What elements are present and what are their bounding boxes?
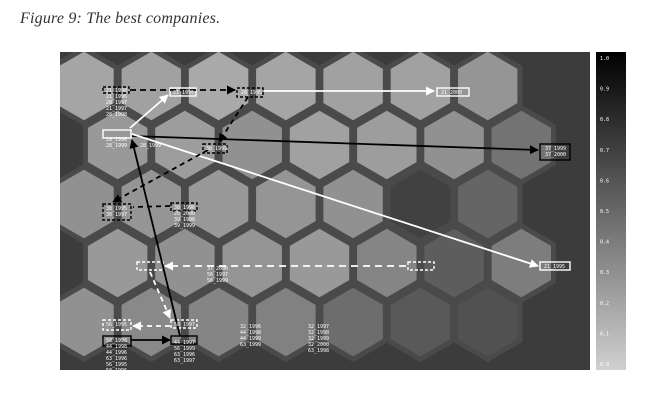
- node-boxes: [102, 86, 571, 347]
- node-label: 38_1999: [206, 146, 227, 152]
- hex-cell: [352, 222, 422, 304]
- node-label-group: 37_1999 37_2000: [545, 146, 569, 158]
- arrow-black-long: [131, 135, 539, 155]
- hex-cell: [183, 52, 254, 127]
- node-box-21-1995-right: [539, 261, 571, 271]
- node-box-28-1995: [236, 87, 264, 98]
- node-box-38-1995: [102, 203, 132, 221]
- node-label-group: 38_1996 28_2000 39_1998 39_1999: [174, 205, 198, 229]
- scale-label: 0.6: [600, 178, 609, 184]
- node-label-group: 32_1996 44_1998 44_1999 63_1999: [240, 324, 264, 348]
- node-box-28-1998: [102, 129, 132, 139]
- node-label-group: 37_2000 56_1997 56_1999: [207, 266, 231, 284]
- node-box-21-1998: [102, 86, 130, 94]
- hex-cell: [486, 104, 556, 186]
- hex-cell: [486, 222, 556, 304]
- node-label: 21_1995: [544, 264, 565, 270]
- node-label-group: 28_1996 28_1999 28_1999: [106, 137, 164, 149]
- hex-cell: [82, 104, 153, 186]
- hex-cell: [453, 281, 523, 363]
- hex-cell: [284, 222, 355, 304]
- scale-label: 0.9: [600, 87, 609, 93]
- hex-cell: [251, 52, 321, 127]
- scale-label: 0.8: [600, 117, 609, 123]
- hex-grid: [60, 52, 556, 363]
- hex-cell: [284, 104, 355, 186]
- hex-cell: [318, 163, 388, 245]
- scale-label: 0.5: [600, 209, 609, 215]
- node-box-21-1995-top: [169, 87, 197, 97]
- node-label-group: 56_1995 58_1998 44_1998 44_1996 63_1996 …: [106, 322, 130, 374]
- node-label: 21_2000: [441, 90, 462, 96]
- hex-cell: [453, 52, 523, 127]
- hex-cell: [419, 104, 489, 186]
- hex-cell: [60, 281, 119, 363]
- hex-cell: [217, 222, 287, 304]
- scale-label: 1.0: [600, 56, 609, 62]
- scale-label: 0.2: [600, 301, 609, 307]
- scale-label: 0.4: [600, 240, 609, 246]
- hex-cell: [82, 222, 153, 304]
- hex-cell: [385, 52, 456, 127]
- scale-label: 0.7: [600, 148, 609, 154]
- hex-cell: [251, 163, 321, 245]
- node-label-group: 21_1998 21_1996 28_1997 21_1997 28_1998: [106, 88, 130, 118]
- node-box-38-1996: [170, 202, 198, 212]
- hex-cell: [116, 163, 186, 245]
- hex-cell: [217, 104, 287, 186]
- trajectories: [112, 85, 539, 345]
- hex-cell: [318, 281, 388, 363]
- hex-cell: [183, 281, 254, 363]
- hex-cell: [60, 163, 119, 245]
- node-box-56-1995-black: [102, 335, 132, 347]
- node-label-group: 58_1997 44_1997 56_1999 63_1996 63_1997: [174, 322, 198, 364]
- node-label-group: 32_1997 32_1998 32_1999 32_2000 63_1998: [308, 324, 332, 354]
- node-box-21-2000: [436, 87, 470, 97]
- node-box-38-1999: [202, 143, 228, 154]
- node-box-58-1998: [170, 335, 198, 345]
- arrow-black-dash-down: [112, 149, 209, 203]
- hex-cell: [385, 281, 456, 363]
- hex-cell: [150, 104, 220, 186]
- node-box-37-1999: [539, 143, 571, 161]
- scale-label: 0.0: [600, 362, 609, 368]
- arrow-black-dash-mid: [132, 205, 171, 208]
- scale-label: 0.3: [600, 270, 609, 276]
- hex-cell: [183, 163, 254, 245]
- hex-cell: [318, 52, 388, 127]
- hex-cell: [453, 163, 523, 245]
- node-label-group: 38_1995 30_1997: [106, 206, 130, 218]
- color-scale-bar: [596, 52, 626, 370]
- arrow-black-up: [129, 139, 181, 337]
- node-box-38-1995-right: [407, 261, 435, 271]
- hex-cell: [60, 52, 119, 127]
- node-labels: 21_1998 21_1996 28_1997 21_1997 28_1998 …: [106, 88, 569, 374]
- scale-label: 0.1: [600, 331, 609, 337]
- node-box-56-1995: [102, 319, 132, 331]
- figure-caption: Figure 9: The best companies.: [20, 10, 221, 27]
- node-box-58-1997: [170, 319, 198, 329]
- hex-cell: [251, 281, 321, 363]
- arrow-white-long: [131, 133, 539, 268]
- node-label: 21_1995: [173, 90, 194, 96]
- node-label: 28_1995: [241, 90, 262, 96]
- hex-cell: [116, 52, 186, 127]
- hex-cell: [150, 222, 220, 304]
- arrow-white-up: [129, 94, 169, 129]
- color-scale-labels: 1.0 0.9 0.8 0.7 0.6 0.5 0.4 0.3 0.2 0.1 0.0: [600, 56, 609, 368]
